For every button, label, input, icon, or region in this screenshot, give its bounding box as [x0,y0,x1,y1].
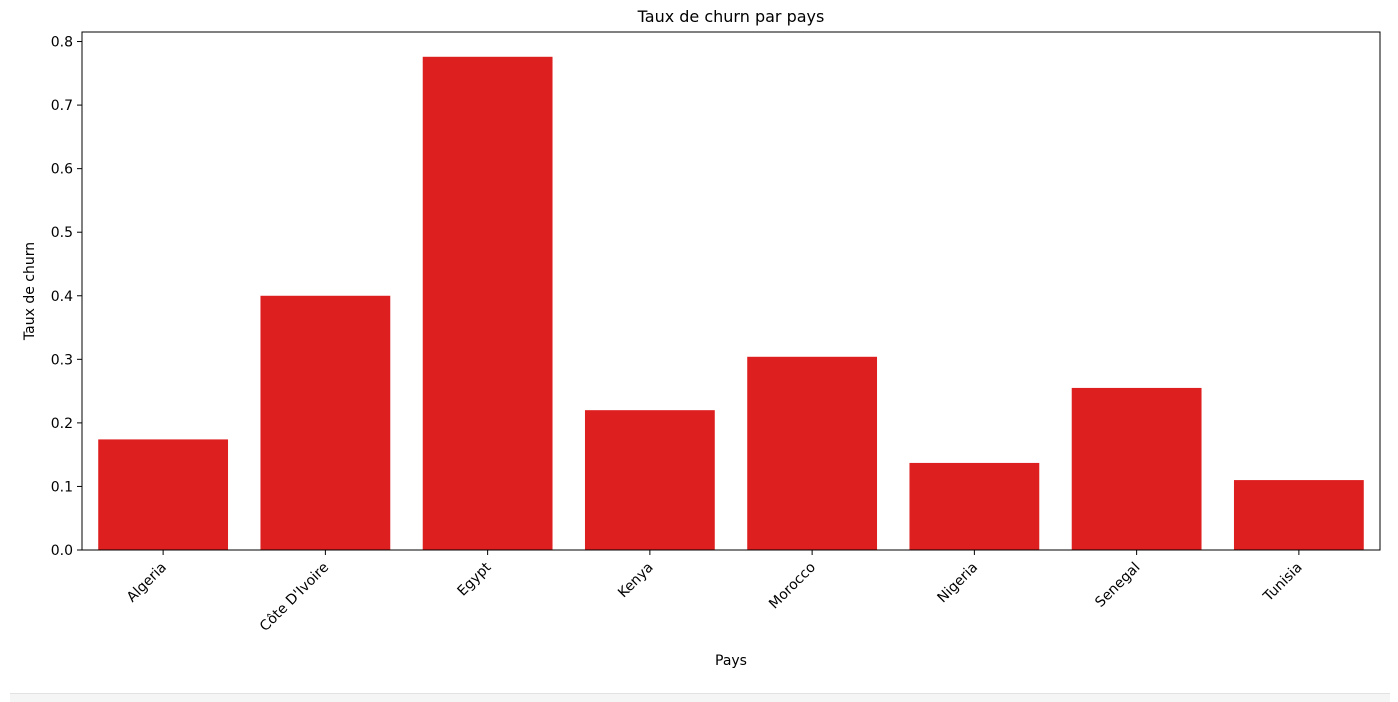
bar [747,356,878,550]
bar [422,56,553,551]
y-axis: 0.0 0.1 0.2 0.3 0.4 0.5 0.6 0.7 0.8 [51,35,82,559]
bar [1071,387,1202,550]
y-tick-label: 0.7 [51,98,73,114]
x-tick-label: Kenya [615,560,657,602]
plot-frame [81,31,1381,551]
output-footer-strip [10,693,1390,702]
y-tick-label: 0.0 [51,543,73,559]
bar [98,439,229,550]
y-tick-label: 0.1 [51,479,73,495]
y-tick-label: 0.8 [51,35,73,51]
y-tick-label: 0.3 [51,352,73,368]
x-tick-label: Senegal [1092,560,1143,611]
bars-group [98,56,1364,551]
x-tick-label: Tunisia [1260,560,1306,606]
x-tick-label: Egypt [455,559,495,599]
bar [260,295,391,550]
x-axis: Algeria Côte D'Ivoire Egypt Kenya Morocco Nig… [124,550,1306,635]
bar [909,462,1040,550]
x-tick-label: Nigeria [934,560,981,607]
bar [1233,480,1364,550]
chart-title: Taux de churn par pays [637,7,825,26]
x-axis-label: Pays [715,653,747,669]
y-tick-label: 0.6 [51,162,73,178]
bar [584,410,715,550]
y-tick-label: 0.4 [51,289,73,305]
x-tick-label: Algeria [124,560,170,606]
x-tick-label: Morocco [766,560,819,613]
y-axis-label: Taux de churn [22,242,38,341]
y-tick-label: 0.2 [51,416,73,432]
x-tick-label: Côte D'Ivoire [257,560,332,635]
y-tick-label: 0.5 [51,225,73,241]
